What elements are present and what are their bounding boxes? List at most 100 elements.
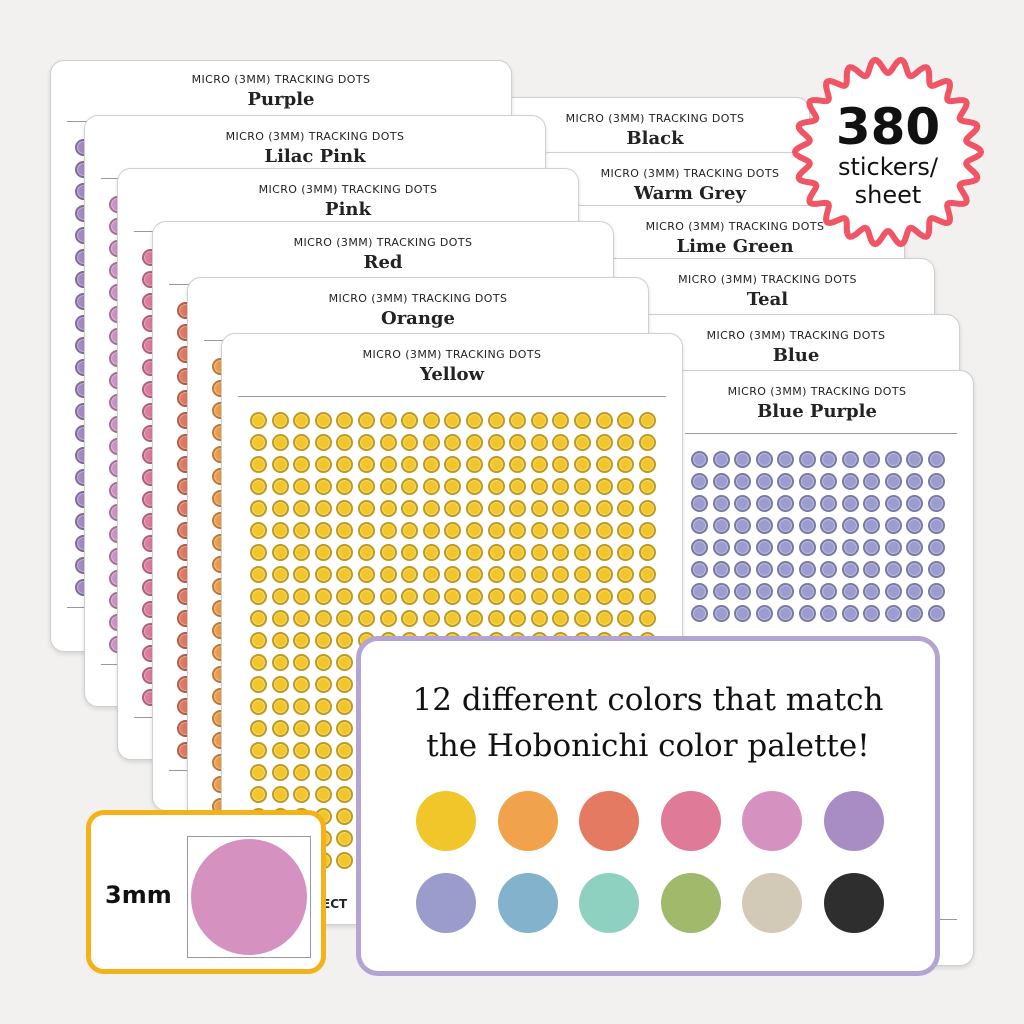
sticker-dot bbox=[293, 456, 311, 473]
sticker-dot bbox=[617, 500, 635, 517]
sticker-dot bbox=[712, 561, 730, 578]
sticker-dot bbox=[336, 808, 354, 825]
sticker-dot bbox=[927, 583, 945, 600]
sticker-dot bbox=[444, 566, 462, 583]
sticker-dot bbox=[638, 566, 656, 583]
sticker-dot bbox=[820, 539, 837, 556]
sticker-dot bbox=[293, 610, 311, 627]
sticker-dot bbox=[401, 610, 419, 627]
sticker-dot bbox=[293, 742, 311, 759]
sticker-dot bbox=[444, 434, 462, 451]
dot-size-sample bbox=[191, 839, 307, 955]
sticker-dot bbox=[906, 605, 923, 622]
sticker-dot bbox=[357, 412, 375, 429]
sticker-dot bbox=[617, 522, 635, 539]
sticker-dot bbox=[271, 610, 289, 627]
sticker-dot bbox=[734, 517, 751, 534]
sticker-dot bbox=[293, 676, 311, 693]
sticker-dot bbox=[906, 473, 923, 490]
sticker-dot bbox=[487, 412, 505, 429]
sticker-dot bbox=[595, 588, 613, 605]
sticker-dot bbox=[271, 412, 289, 429]
sheet-title: Warm Grey bbox=[634, 183, 746, 204]
sticker-dot bbox=[250, 478, 267, 495]
sticker-dot bbox=[734, 473, 751, 490]
sticker-dot bbox=[906, 561, 923, 578]
swatch-black bbox=[823, 873, 884, 933]
sticker-dot bbox=[293, 566, 311, 583]
sticker-dot bbox=[250, 610, 267, 627]
sticker-dot bbox=[250, 742, 267, 759]
sticker-dot bbox=[379, 544, 397, 561]
sticker-dot bbox=[530, 610, 548, 627]
sticker-dot bbox=[336, 764, 354, 781]
swatch-yellow bbox=[416, 791, 476, 851]
sticker-dot bbox=[271, 764, 289, 781]
sticker-dot bbox=[336, 544, 354, 561]
sticker-dot bbox=[820, 517, 837, 534]
sticker-dot bbox=[465, 610, 483, 627]
sticker-dot bbox=[595, 566, 613, 583]
sheet-subtitle: MICRO (3MM) TRACKING DOTS bbox=[225, 130, 405, 143]
sticker-dot bbox=[530, 478, 548, 495]
sticker-dot bbox=[906, 517, 923, 534]
sticker-dot bbox=[884, 583, 902, 600]
sticker-dot bbox=[422, 478, 440, 495]
sticker-dot bbox=[487, 522, 505, 539]
sticker-dot bbox=[465, 522, 483, 539]
sheet-subtitle: MICRO (3MM) TRACKING DOTS bbox=[706, 329, 886, 342]
sticker-dot bbox=[444, 456, 462, 473]
sticker-dot bbox=[595, 522, 613, 539]
sticker-dot bbox=[884, 473, 902, 490]
sticker-dot bbox=[422, 588, 440, 605]
sticker-dot bbox=[444, 500, 462, 517]
color-swatch-grid bbox=[416, 791, 884, 933]
sticker-dot bbox=[357, 500, 375, 517]
sticker-dot bbox=[271, 742, 289, 759]
sticker-dot bbox=[314, 544, 332, 561]
sticker-dot bbox=[271, 698, 289, 715]
sticker-dot bbox=[250, 522, 267, 539]
sticker-dot bbox=[691, 473, 708, 490]
palette-headline-line1: 12 different colors that match bbox=[412, 682, 884, 718]
sticker-dot bbox=[841, 473, 859, 490]
sticker-dot bbox=[777, 583, 794, 600]
sticker-dot bbox=[314, 522, 332, 539]
sticker-dot bbox=[444, 544, 462, 561]
swatch-pink bbox=[660, 791, 721, 851]
sticker-dot bbox=[336, 786, 354, 803]
sticker-dot bbox=[552, 434, 570, 451]
sticker-dot bbox=[841, 539, 859, 556]
sticker-dot bbox=[884, 517, 902, 534]
sticker-dot bbox=[250, 698, 267, 715]
sticker-dot bbox=[509, 500, 527, 517]
sticker-dot bbox=[638, 544, 656, 561]
swatch-blue bbox=[497, 873, 558, 933]
sticker-dot bbox=[884, 605, 902, 622]
sticker-dot bbox=[712, 473, 730, 490]
sticker-dot bbox=[314, 632, 332, 649]
sticker-dot bbox=[573, 456, 591, 473]
sticker-dot bbox=[734, 539, 751, 556]
sticker-dot bbox=[271, 676, 289, 693]
sticker-dot bbox=[798, 561, 816, 578]
sticker-dot bbox=[336, 588, 354, 605]
sticker-dot bbox=[314, 456, 332, 473]
sticker-dot bbox=[906, 583, 923, 600]
sheet-subtitle: MICRO (3MM) TRACKING DOTS bbox=[258, 183, 438, 196]
sticker-dot bbox=[465, 588, 483, 605]
sticker-dot bbox=[314, 412, 332, 429]
sticker-dot bbox=[927, 451, 945, 468]
sticker-dot bbox=[314, 720, 332, 737]
sticker-dot bbox=[422, 456, 440, 473]
sticker-dot bbox=[465, 544, 483, 561]
sticker-dot bbox=[573, 610, 591, 627]
sticker-dot bbox=[314, 500, 332, 517]
sticker-dot bbox=[271, 478, 289, 495]
sticker-dot bbox=[595, 478, 613, 495]
sticker-dot bbox=[379, 588, 397, 605]
sticker-dot bbox=[691, 561, 708, 578]
sticker-dot bbox=[336, 478, 354, 495]
sticker-dot bbox=[401, 412, 419, 429]
badge-count: 380 bbox=[835, 98, 941, 156]
